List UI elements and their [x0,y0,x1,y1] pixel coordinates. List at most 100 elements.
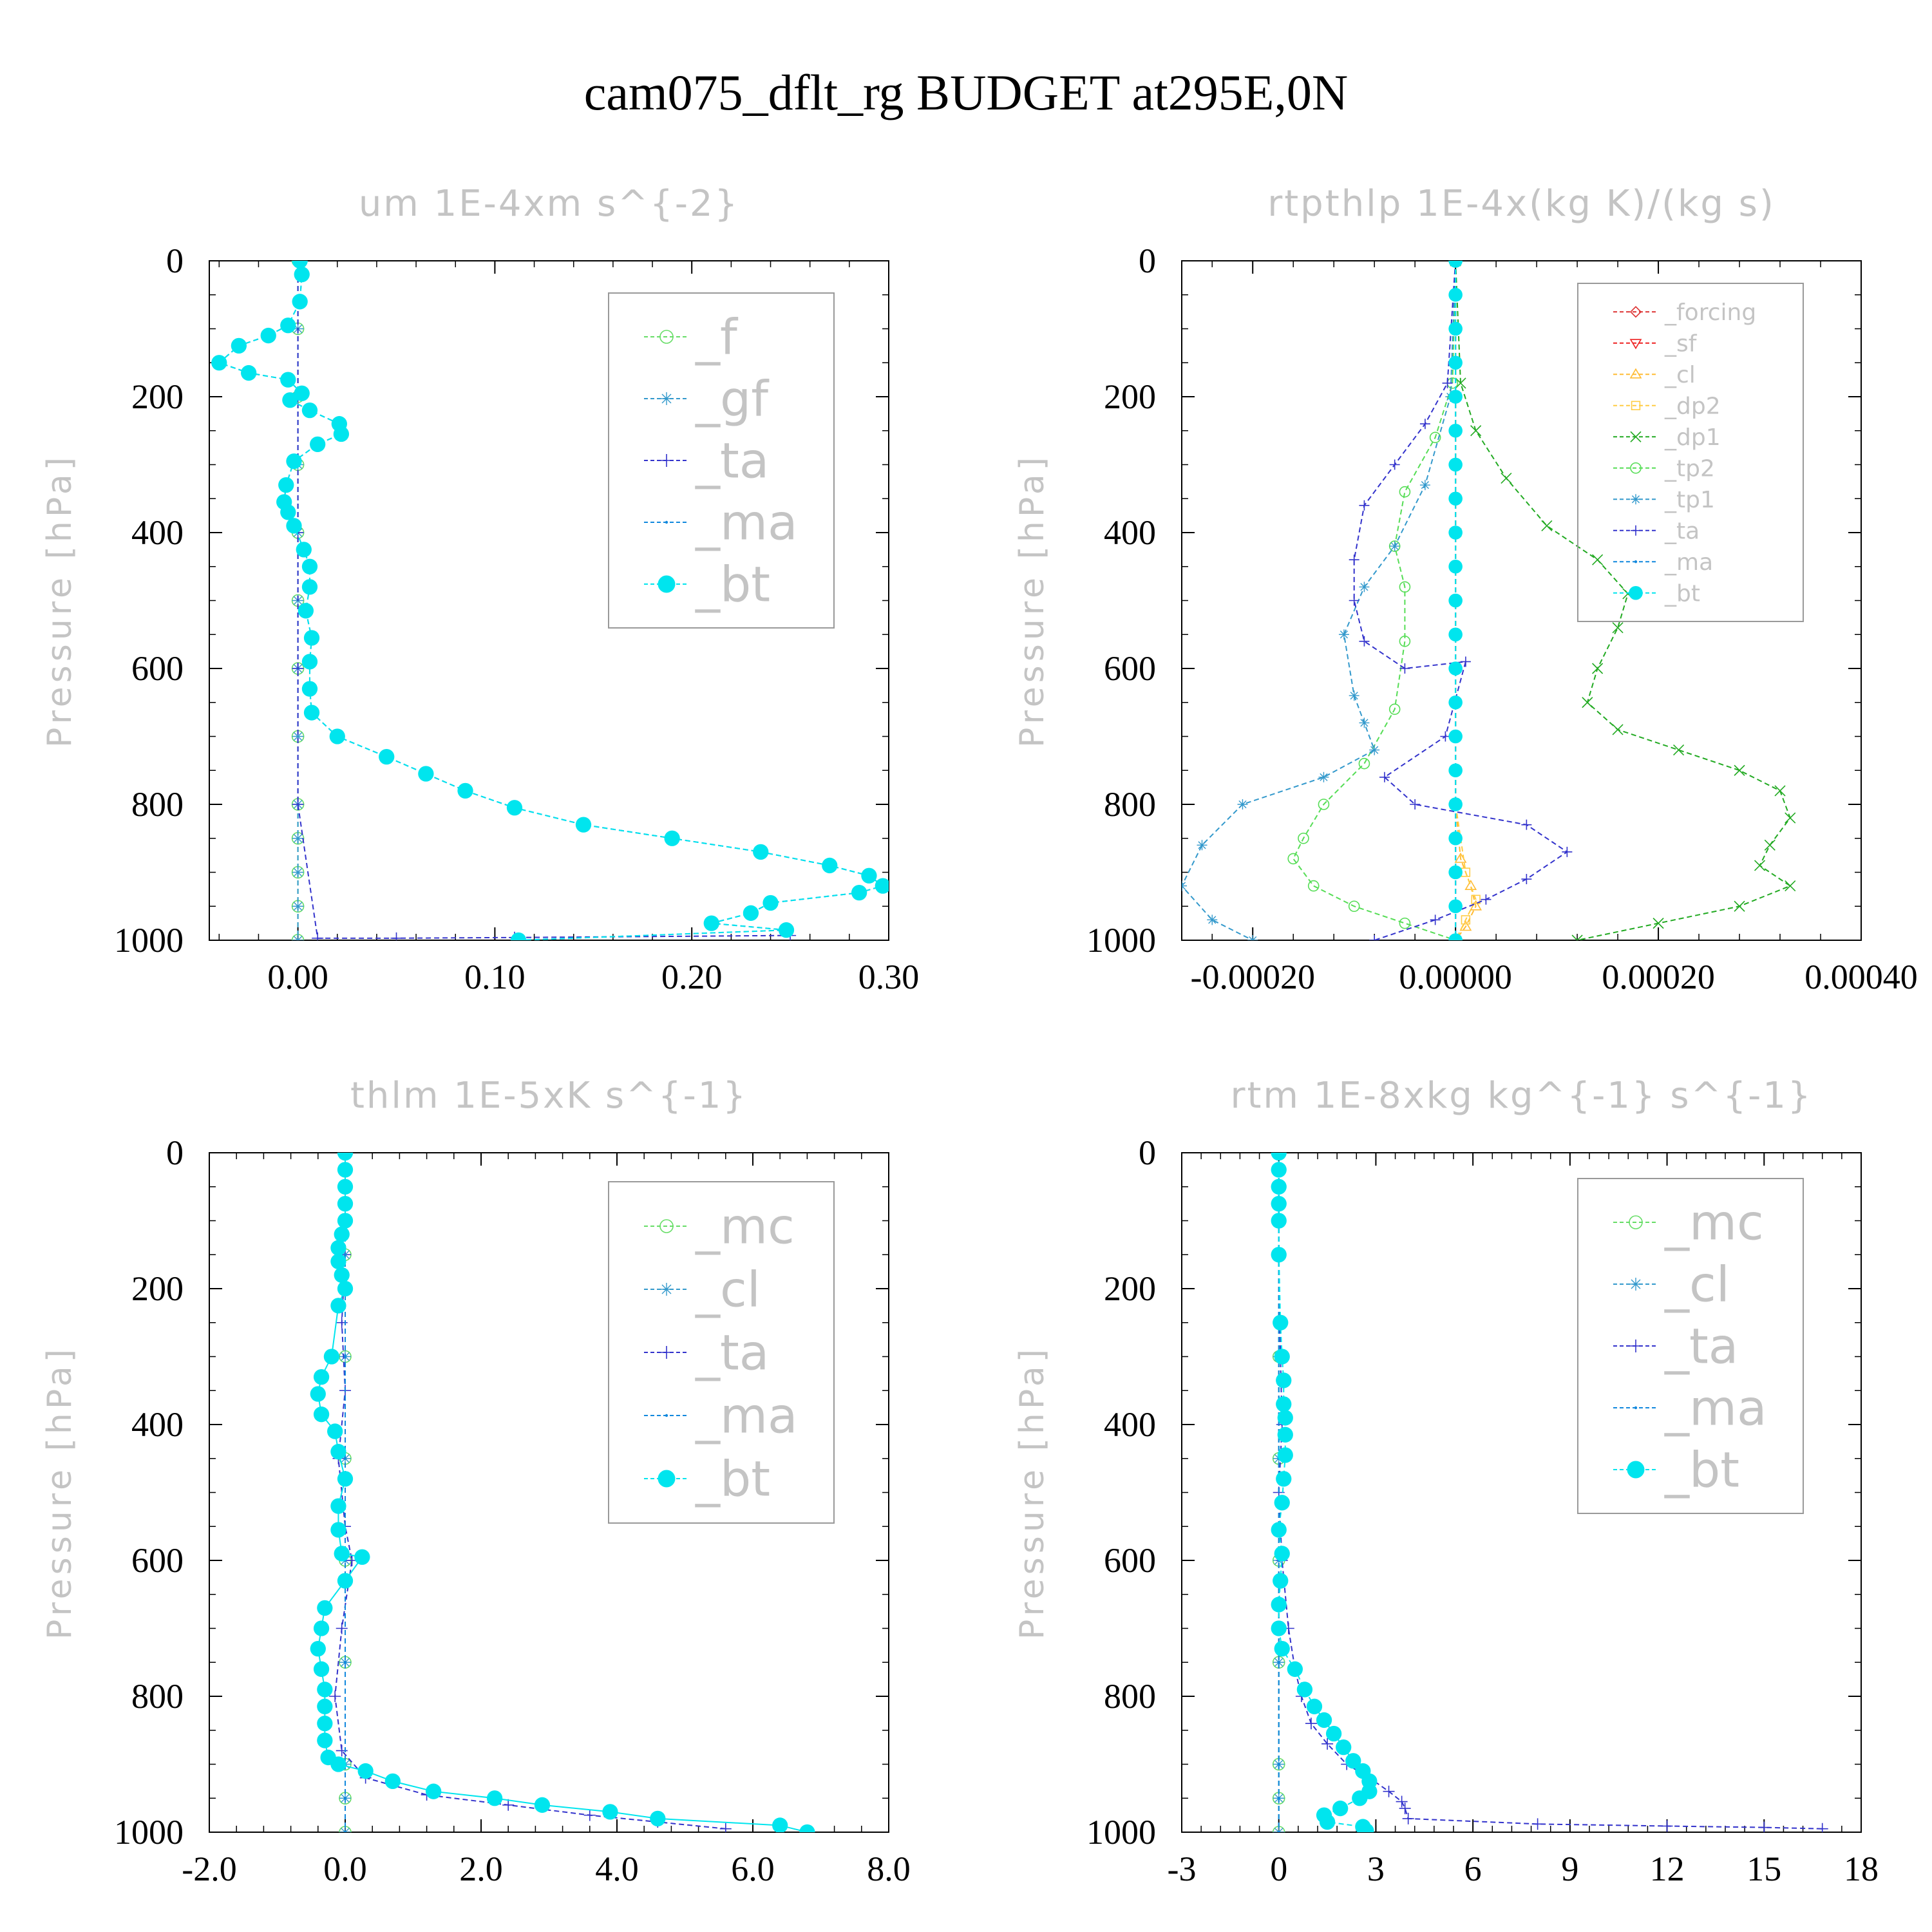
data-point [1271,1522,1287,1538]
data-point [1338,629,1349,640]
panel-title: um 1E-4xm s^{-2} [359,183,739,225]
plot-frame [209,260,889,941]
y-axis-label: Pressure [hPa] [41,1345,79,1640]
legend: _f_gf_ta_ma_bt [608,292,835,629]
y-tick-label: 0 [1139,1133,1156,1172]
data-point [1448,831,1463,846]
series-dp1 [1450,261,1796,940]
data-point [1653,918,1664,929]
data-point [1481,894,1492,905]
data-point [1274,1495,1290,1511]
data-point [337,1179,354,1195]
data-point [1271,1596,1287,1613]
data-point [1661,1820,1673,1832]
data-point [1352,1790,1368,1806]
data-point [1448,797,1463,811]
panel-thlm: thlm 1E-5xK s^{-1} Pressure [hPa] 0 200 400 6… [41,1075,911,1888]
data-point [1271,1195,1287,1212]
data-point [231,337,247,354]
data-point [330,1240,346,1256]
legend-marker [1627,1461,1645,1479]
data-point [799,1824,815,1832]
data-point [1277,1447,1293,1463]
data-point [602,1804,618,1820]
plot-area [1182,261,1796,940]
data-point [282,392,298,408]
legend-marker [1629,368,1642,379]
data-point [1460,656,1471,667]
data-point [1399,917,1411,929]
series-line [1293,261,1457,940]
data-point [337,1195,354,1212]
legend-label: _forcing [1664,299,1756,326]
series-line [1278,1153,1370,1832]
data-point [772,1817,788,1832]
data-point [1448,661,1463,676]
data-point [334,1226,350,1242]
data-point [1316,1712,1332,1728]
y-tick-label: 400 [131,1405,184,1444]
data-point [1754,860,1766,871]
x-tick-label: 12 [1650,1850,1685,1888]
data-point [1318,799,1330,810]
legend-label: _ta [1664,518,1700,544]
data-point [1349,595,1359,606]
data-point [1402,1812,1414,1824]
legend-label: _bt [1664,580,1700,607]
data-point [1359,500,1370,511]
legend-marker [1631,525,1641,536]
panel-title: rtm 1E-8xkg kg^{-1} s^{-1} [1230,1075,1812,1117]
data-point [296,542,312,558]
data-point [583,1809,596,1821]
x-tick-label: 0.00020 [1602,958,1715,996]
y-tick-label: 600 [131,649,184,688]
data-point [1277,1763,1280,1766]
data-point [1396,1795,1408,1808]
data-point [1318,772,1329,782]
data-point [875,878,889,894]
data-point [1734,764,1745,776]
x-tick-label: 0 [1270,1850,1287,1888]
data-point [1319,1814,1336,1830]
data-point [310,1386,326,1402]
legend-marker [1630,462,1642,474]
legend-marker [665,520,668,524]
data-point [1271,1213,1287,1229]
data-point [1274,1349,1290,1365]
data-point [1448,763,1463,778]
y-tick-label: 400 [1104,513,1156,552]
x-tick-label: -2.0 [182,1850,236,1888]
data-point [317,1716,333,1732]
data-point [1464,880,1477,890]
y-tick-label: 200 [1104,1269,1156,1308]
data-point [330,1756,346,1772]
data-point [1399,1803,1411,1815]
data-point [506,800,523,816]
data-point [1399,581,1411,593]
data-point [510,932,527,940]
legend-label: _ta [1664,1318,1738,1375]
data-point [278,477,294,493]
legend-marker [1629,585,1643,600]
series-line [1455,261,1792,940]
data-point [1305,1718,1317,1730]
data-point [1448,593,1463,608]
data-point [292,799,304,810]
y-tick-label: 400 [1104,1405,1156,1444]
data-point [1274,1641,1290,1657]
data-point [343,1253,347,1256]
legend-label: _bt [695,556,770,613]
data-point [1430,914,1441,925]
series-tp1 [1182,261,1461,940]
legend-label: _tp2 [1664,455,1715,482]
data-point [292,866,304,878]
legend-label: _tp1 [1664,487,1715,513]
data-point [317,1732,333,1748]
data-point [241,365,257,381]
data-point [1448,457,1463,472]
legend-marker [1629,1340,1642,1352]
data-point [1816,1823,1828,1832]
y-tick-label: 800 [1104,1677,1156,1716]
data-point [1541,520,1553,532]
legend-marker [658,575,676,593]
